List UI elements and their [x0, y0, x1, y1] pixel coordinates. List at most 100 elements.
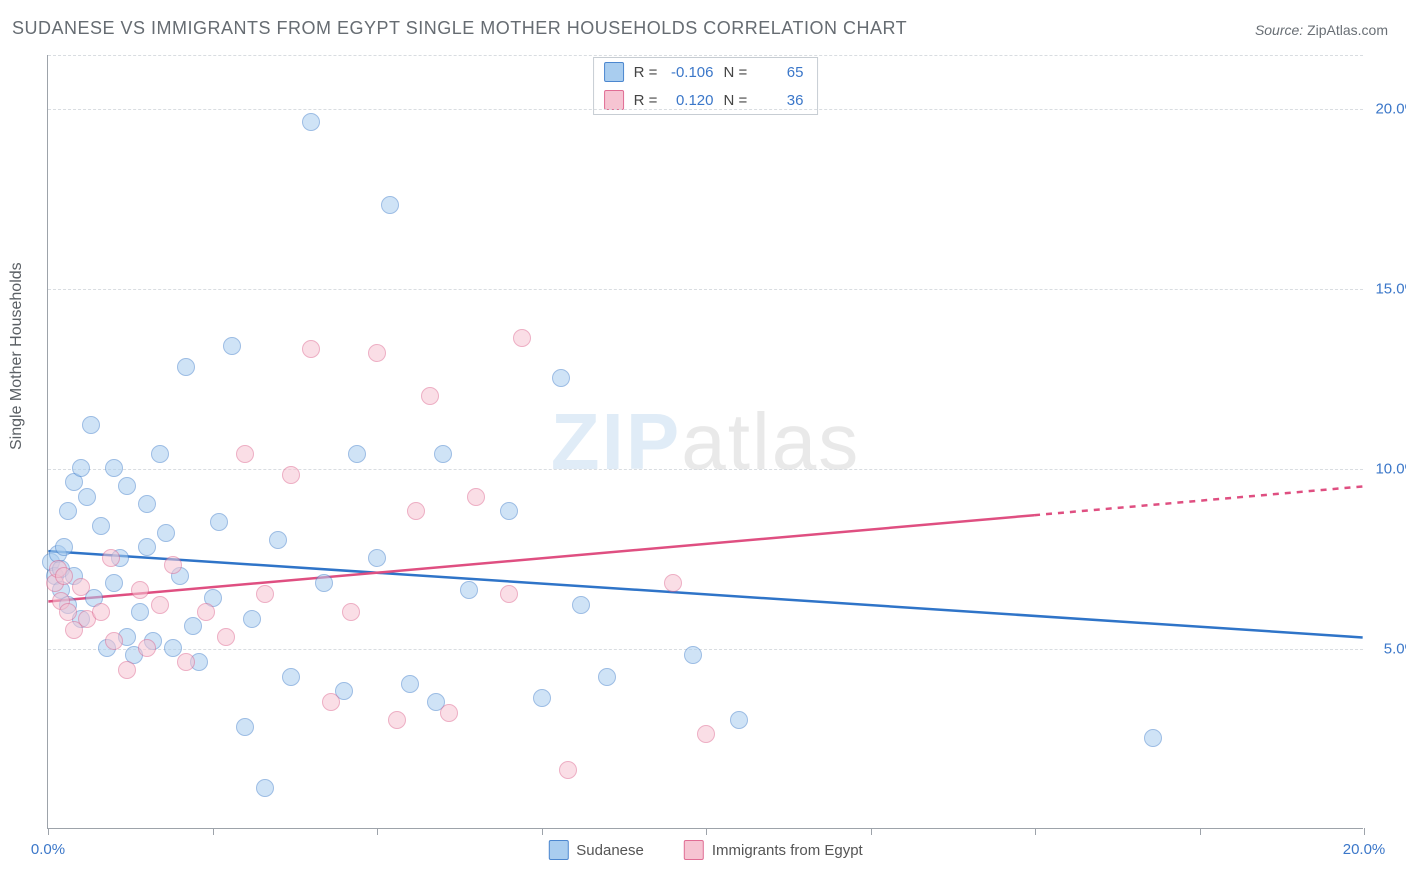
trend-line: [48, 515, 1034, 601]
scatter-point: [421, 387, 439, 405]
scatter-point: [533, 689, 551, 707]
scatter-point: [78, 488, 96, 506]
legend-r-label: R = 0.120: [634, 92, 714, 109]
x-tick: [1035, 828, 1036, 835]
scatter-point: [467, 488, 485, 506]
x-tick: [213, 828, 214, 835]
scatter-point: [572, 596, 590, 614]
scatter-point: [697, 725, 715, 743]
scatter-point: [282, 466, 300, 484]
scatter-point: [138, 538, 156, 556]
scatter-point: [184, 617, 202, 635]
scatter-point: [55, 567, 73, 585]
legend-swatch: [604, 62, 624, 82]
scatter-point: [105, 632, 123, 650]
scatter-point: [342, 603, 360, 621]
legend-n-label: N = 36: [724, 92, 804, 109]
grid-line: [48, 109, 1363, 110]
x-tick: [48, 828, 49, 835]
y-tick-label: 15.0%: [1368, 281, 1406, 298]
scatter-point: [177, 653, 195, 671]
scatter-point: [157, 524, 175, 542]
scatter-point: [243, 610, 261, 628]
legend-swatch: [548, 840, 568, 860]
scatter-point: [138, 495, 156, 513]
watermark-left: ZIP: [551, 397, 681, 486]
y-tick-label: 10.0%: [1368, 461, 1406, 478]
scatter-point: [368, 344, 386, 362]
legend-series-name: Sudanese: [576, 842, 644, 859]
scatter-point: [151, 596, 169, 614]
scatter-point: [559, 761, 577, 779]
scatter-point: [177, 358, 195, 376]
scatter-point: [282, 668, 300, 686]
scatter-point: [1144, 729, 1162, 747]
scatter-point: [730, 711, 748, 729]
scatter-point: [131, 581, 149, 599]
watermark-right: atlas: [681, 397, 860, 486]
grid-line: [48, 55, 1363, 56]
scatter-point: [434, 445, 452, 463]
scatter-point: [598, 668, 616, 686]
scatter-point: [513, 329, 531, 347]
scatter-point: [322, 693, 340, 711]
legend-series-name: Immigrants from Egypt: [712, 842, 863, 859]
scatter-point: [684, 646, 702, 664]
scatter-point: [223, 337, 241, 355]
grid-line: [48, 469, 1363, 470]
scatter-point: [256, 779, 274, 797]
scatter-point: [151, 445, 169, 463]
y-tick-label: 5.0%: [1368, 641, 1406, 658]
x-tick-label: 0.0%: [31, 841, 65, 858]
legend-n-label: N = 65: [724, 64, 804, 81]
scatter-point: [72, 459, 90, 477]
chart-title: SUDANESE VS IMMIGRANTS FROM EGYPT SINGLE…: [12, 18, 907, 39]
trend-lines-layer: [48, 55, 1363, 828]
x-tick-label: 20.0%: [1343, 841, 1386, 858]
scatter-point: [460, 581, 478, 599]
x-tick: [1364, 828, 1365, 835]
x-tick: [377, 828, 378, 835]
scatter-point: [164, 556, 182, 574]
scatter-point: [55, 538, 73, 556]
scatter-point: [210, 513, 228, 531]
scatter-point: [102, 549, 120, 567]
scatter-point: [105, 574, 123, 592]
legend-item: Immigrants from Egypt: [684, 840, 863, 860]
scatter-point: [105, 459, 123, 477]
scatter-point: [82, 416, 100, 434]
scatter-point: [440, 704, 458, 722]
scatter-point: [302, 340, 320, 358]
scatter-point: [164, 639, 182, 657]
scatter-point: [401, 675, 419, 693]
scatter-point: [552, 369, 570, 387]
scatter-point: [92, 517, 110, 535]
scatter-point: [302, 113, 320, 131]
x-tick: [542, 828, 543, 835]
legend-item: Sudanese: [548, 840, 644, 860]
scatter-point: [59, 603, 77, 621]
scatter-point: [381, 196, 399, 214]
source-attribution: Source: ZipAtlas.com: [1255, 22, 1388, 38]
scatter-point: [407, 502, 425, 520]
source-value: ZipAtlas.com: [1307, 22, 1388, 38]
watermark: ZIPatlas: [551, 396, 860, 488]
scatter-point: [72, 578, 90, 596]
y-axis-label: Single Mother Households: [8, 262, 26, 450]
scatter-point: [348, 445, 366, 463]
source-label: Source:: [1255, 22, 1303, 38]
series-legend: Sudanese Immigrants from Egypt: [548, 840, 862, 860]
legend-r-label: R = -0.106: [634, 64, 714, 81]
scatter-point: [118, 477, 136, 495]
legend-swatch: [684, 840, 704, 860]
scatter-point: [59, 502, 77, 520]
grid-line: [48, 289, 1363, 290]
scatter-point: [500, 502, 518, 520]
y-tick-label: 20.0%: [1368, 101, 1406, 118]
x-tick: [1200, 828, 1201, 835]
scatter-point: [217, 628, 235, 646]
scatter-point: [368, 549, 386, 567]
scatter-point: [236, 718, 254, 736]
x-tick: [871, 828, 872, 835]
scatter-point: [315, 574, 333, 592]
